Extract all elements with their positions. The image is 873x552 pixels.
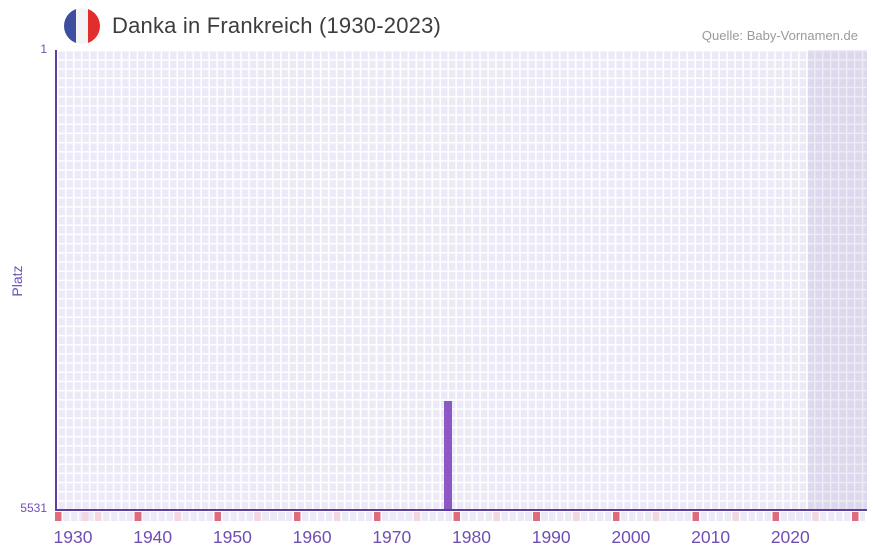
x-tick-label: 1970 <box>372 527 412 547</box>
y-axis-tick-bottom: 5531 <box>20 501 47 515</box>
x-tick-label: 1990 <box>531 527 571 547</box>
x-tick-label: 2010 <box>691 527 731 547</box>
rank-bar-1977[interactable] <box>443 400 452 510</box>
x-tick-label: 2020 <box>770 527 810 547</box>
y-axis-title: Platz <box>9 265 25 297</box>
france-flag-icon <box>64 8 100 44</box>
y-axis-line <box>55 50 57 511</box>
recent-years-highlight-band <box>808 50 867 510</box>
y-axis-tick-top: 1 <box>40 42 47 56</box>
x-tick-label: 1980 <box>452 527 491 547</box>
source-attribution: Quelle: Baby-Vornamen.de <box>701 28 858 43</box>
x-tick-label: 2000 <box>611 527 651 547</box>
decade-marker-strip <box>55 512 865 521</box>
plot-area <box>57 50 867 510</box>
x-tick-label: 1960 <box>292 527 332 547</box>
x-axis-line <box>55 509 867 511</box>
chart-title: Danka in Frankreich (1930-2023) <box>112 13 442 38</box>
x-tick-label: 1950 <box>212 527 252 547</box>
x-tick-label: 1930 <box>53 527 93 547</box>
x-tick-label: 1940 <box>133 527 173 547</box>
